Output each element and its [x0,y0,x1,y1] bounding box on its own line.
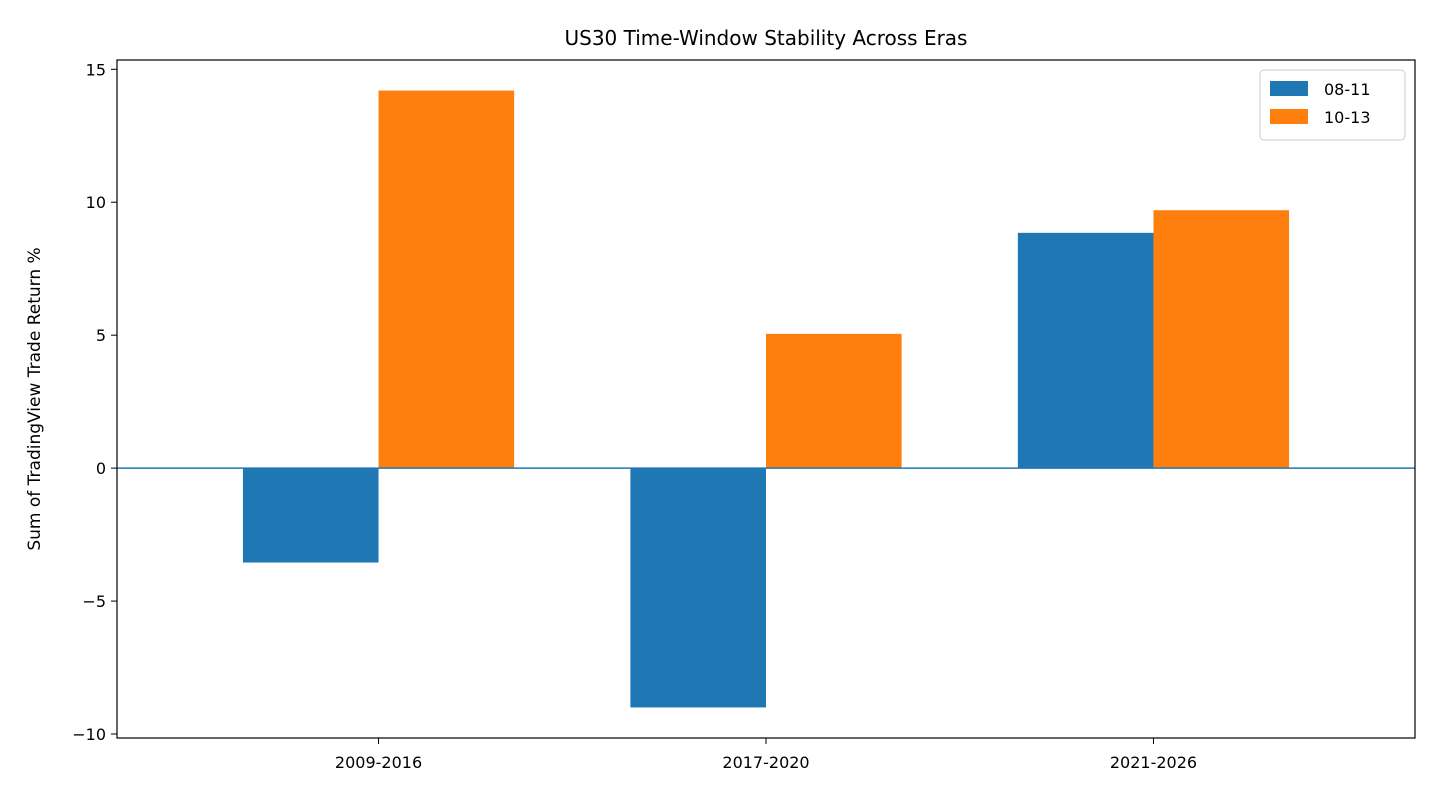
legend-label-08-11: 08-11 [1324,80,1371,99]
y-axis-ticks: −10 −5 0 5 10 15 [72,60,117,744]
plot-area-frame [116,59,1416,739]
y-tick-label: 15 [86,60,106,79]
legend-label-10-13: 10-13 [1324,108,1371,127]
y-tick-label: 0 [96,459,106,478]
chart-title: US30 Time-Window Stability Across Eras [565,26,968,50]
x-tick-label: 2017-2020 [722,753,809,772]
y-tick-label: −10 [72,725,106,744]
x-axis-ticks: 2009-2016 2017-2020 2021-2026 [335,738,1197,772]
bar-08-11-2009-2016 [242,468,379,563]
y-tick-label: 10 [86,193,106,212]
bar-10-13-2017-2020 [766,333,902,469]
bar-10-13-2009-2016 [378,90,515,469]
y-tick-label: −5 [82,592,106,611]
bars-group [242,90,1290,708]
bar-08-11-2017-2020 [630,468,766,708]
legend-swatch-10-13 [1270,109,1308,124]
y-axis-label: Sum of TradingView Trade Return % [25,247,45,550]
x-tick-label: 2009-2016 [335,753,422,772]
x-tick-label: 2021-2026 [1110,753,1197,772]
bar-08-11-2021-2026 [1017,232,1154,469]
y-tick-label: 5 [96,326,106,345]
legend: 08-11 10-13 [1259,69,1406,141]
bar-10-13-2021-2026 [1153,210,1290,469]
legend-swatch-08-11 [1270,81,1308,96]
